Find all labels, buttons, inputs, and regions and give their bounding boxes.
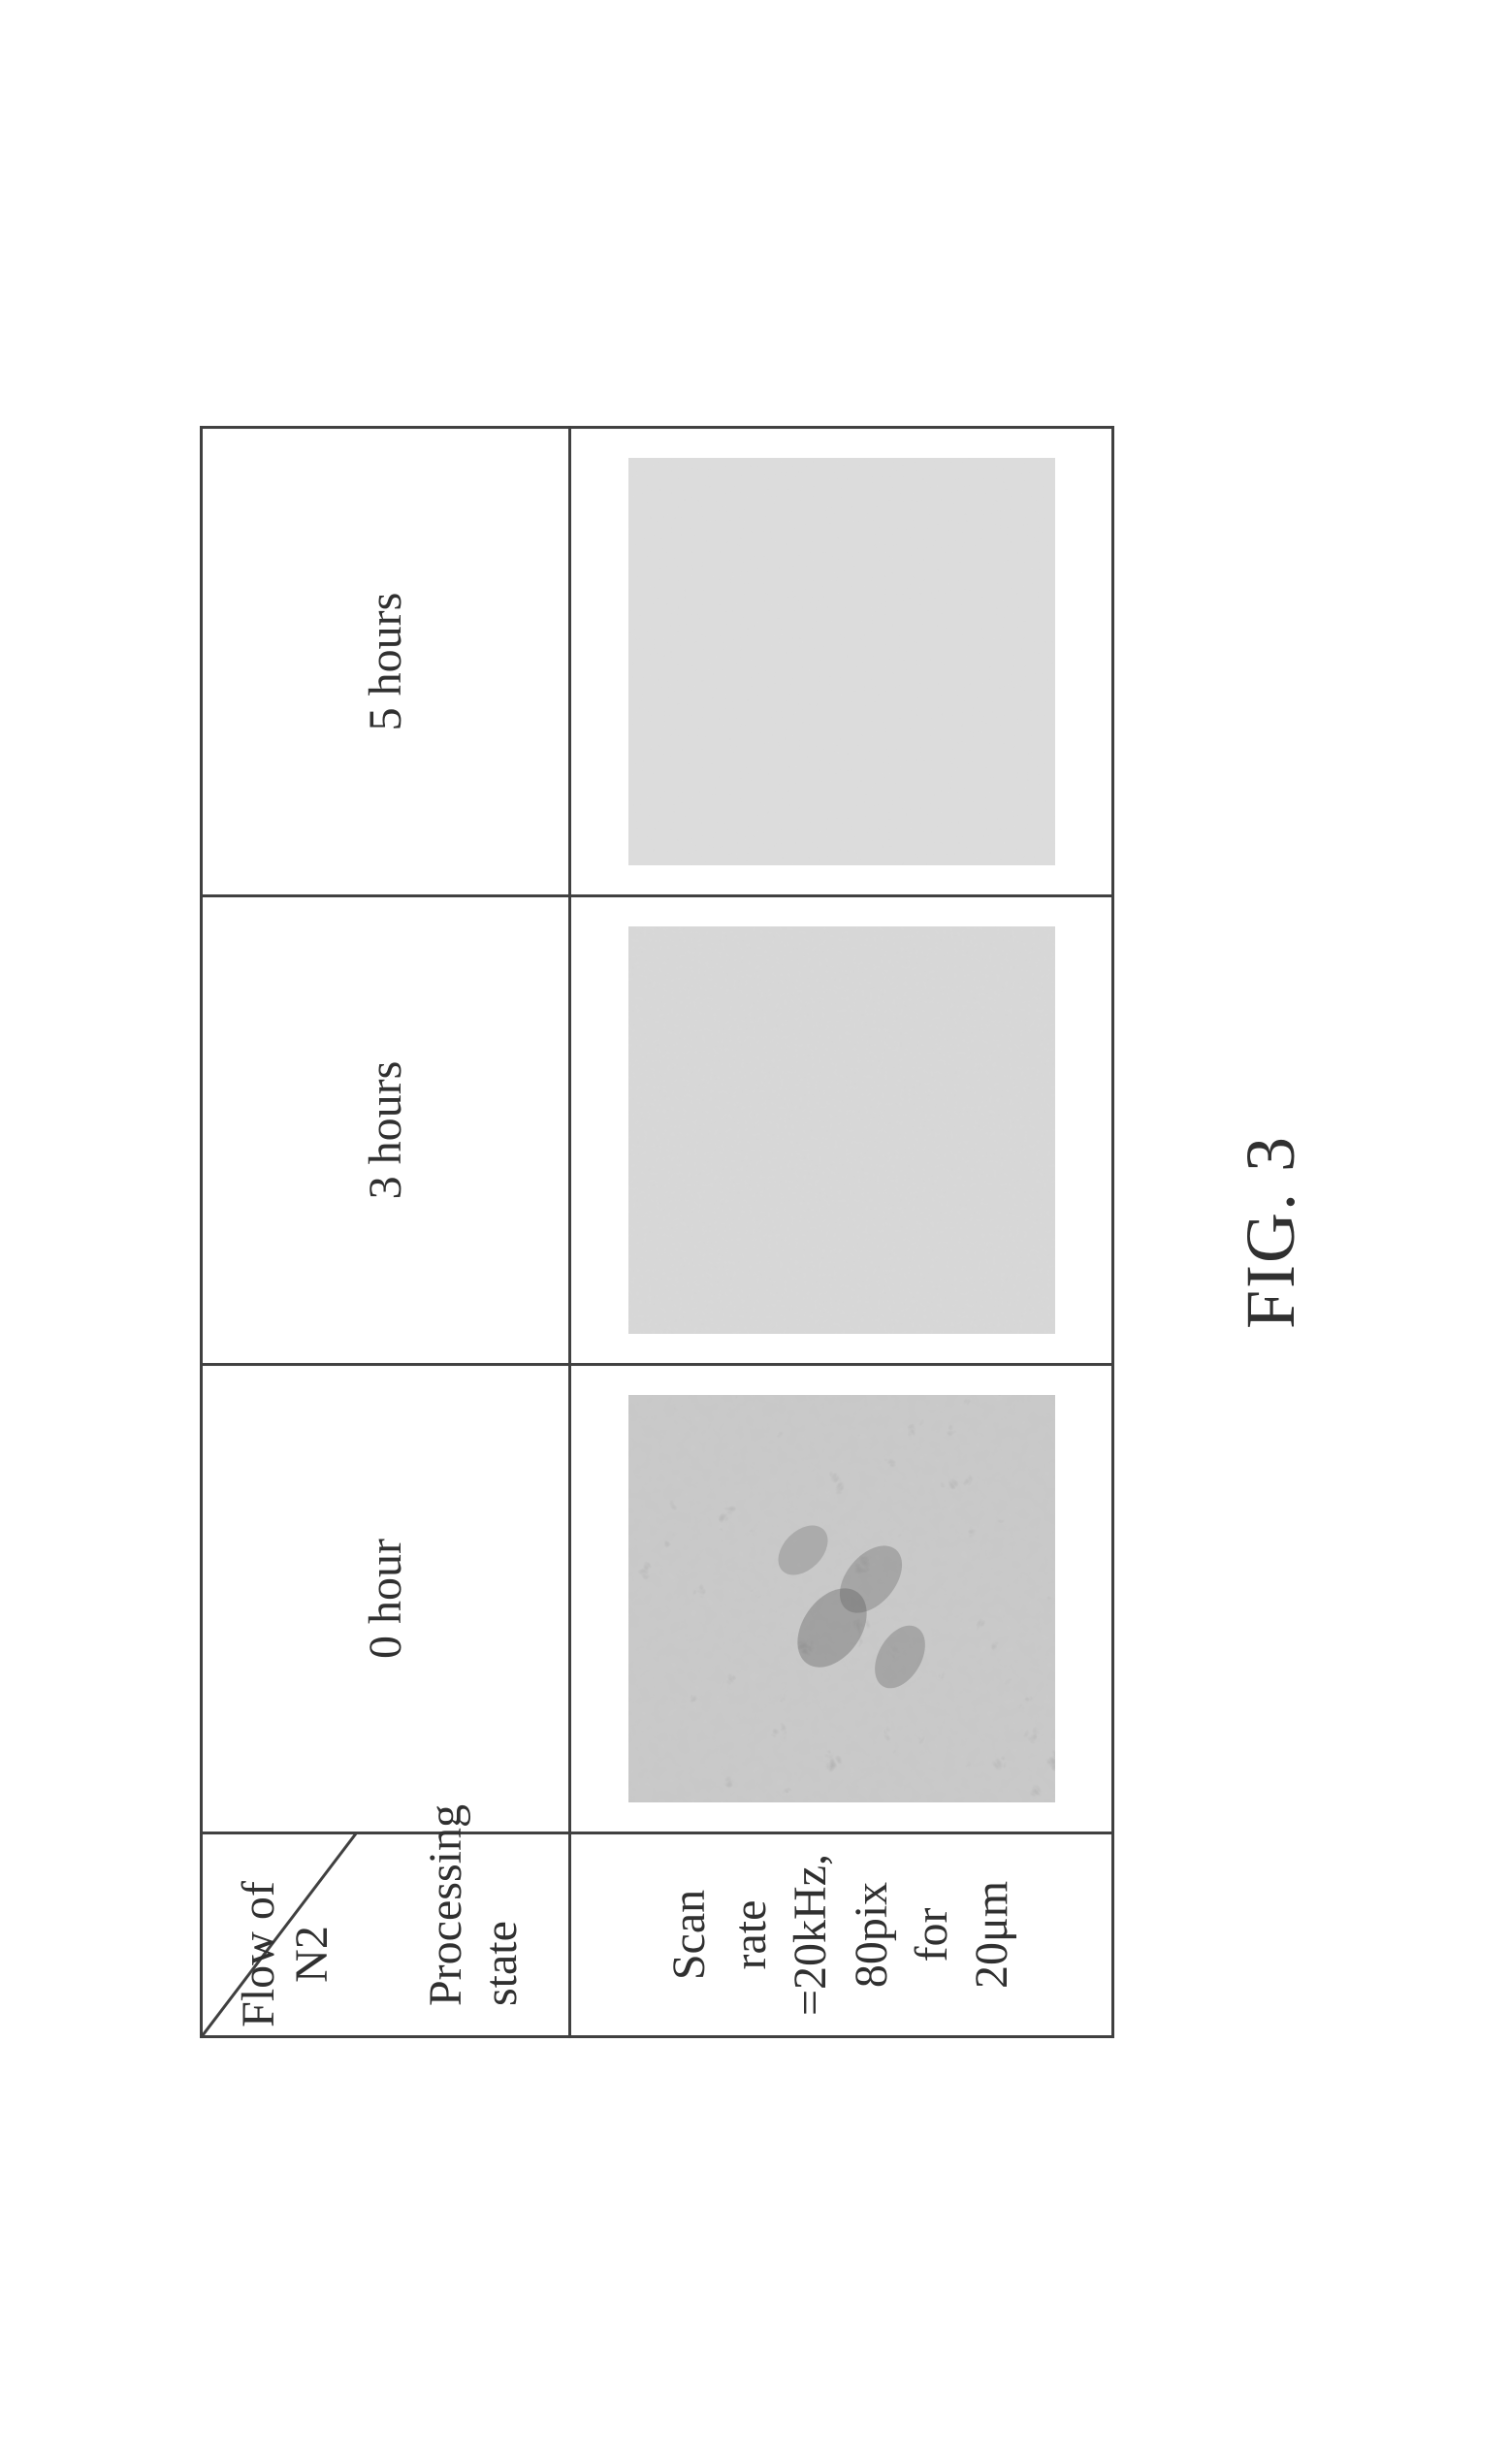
- sample-cell-0h: [569, 1364, 1112, 1832]
- diagonal-header-cell: Flow of N2 Processing state: [201, 1832, 569, 2036]
- page-container: Flow of N2 Processing state 0 hour 3 hou…: [200, 426, 1311, 2038]
- header-bottom-label: Processing state: [417, 1804, 529, 2006]
- table-header-row: Flow of N2 Processing state 0 hour 3 hou…: [201, 427, 569, 2036]
- row-label: Scan rate =20kHz, 80pix for 20μm: [569, 1832, 1112, 2036]
- figure-caption: FIG. 3: [1231, 426, 1311, 2038]
- sample-cell-5h: [569, 427, 1112, 895]
- figure-table: Flow of N2 Processing state 0 hour 3 hou…: [200, 426, 1114, 2038]
- column-header-2: 5 hours: [201, 427, 569, 895]
- sample-image-3h: [627, 926, 1054, 1334]
- column-header-1: 3 hours: [201, 895, 569, 1364]
- sample-image-5h: [627, 458, 1054, 865]
- table-data-row: Scan rate =20kHz, 80pix for 20μm: [569, 427, 1112, 2036]
- header-top-label: Flow of N2: [232, 1873, 338, 2035]
- sample-image-0h: [627, 1395, 1054, 1802]
- sample-cell-3h: [569, 895, 1112, 1364]
- column-header-0: 0 hour: [201, 1364, 569, 1832]
